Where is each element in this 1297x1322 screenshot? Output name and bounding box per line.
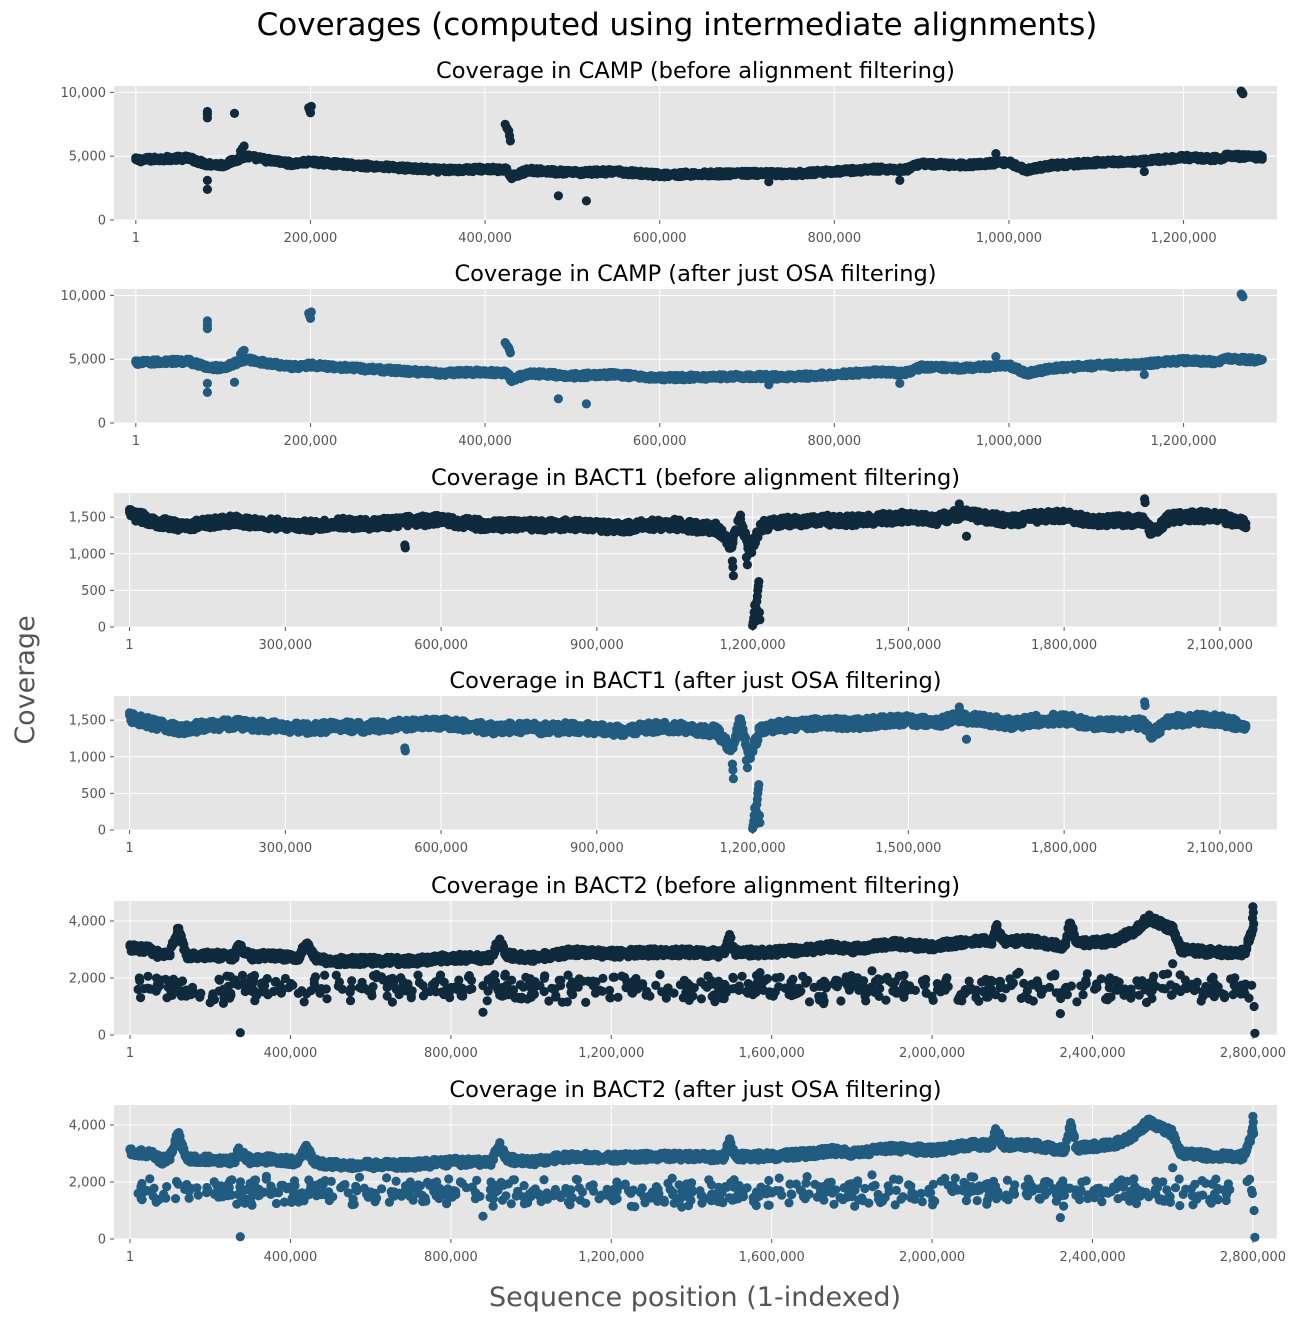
x-tick-label: 400,000 bbox=[458, 434, 512, 449]
x-tick-label: 400,000 bbox=[458, 231, 512, 246]
x-tick-label: 1 bbox=[125, 638, 133, 653]
x-tick-label: 200,000 bbox=[284, 231, 338, 246]
tick-labels: 1 200,000 400,000 600,000 800,000 1,000,000 1,… bbox=[61, 86, 1217, 246]
y-axis-label: Coverage bbox=[10, 615, 41, 744]
y-tick-label: 1,500 bbox=[69, 511, 106, 526]
subplots: Coverage in CAMP (before alignment filte… bbox=[61, 58, 1287, 1265]
outlier-point bbox=[202, 175, 212, 185]
x-tick-label: 1,800,000 bbox=[1031, 638, 1097, 653]
gridlines bbox=[114, 86, 1277, 221]
subplot-2: Coverage in CAMP (after just OSA filteri… bbox=[61, 261, 1277, 449]
outlier-point bbox=[581, 196, 592, 206]
outlier-point bbox=[202, 113, 212, 123]
outlier-point bbox=[239, 141, 249, 151]
y-tick-label: 10,000 bbox=[61, 86, 107, 101]
y-tick-label: 0 bbox=[98, 621, 106, 636]
outlier-point bbox=[991, 149, 1001, 159]
outlier-point bbox=[991, 352, 1001, 362]
x-tick-label: 1,200,000 bbox=[1150, 231, 1216, 246]
outlier-point bbox=[581, 399, 592, 409]
y-tick-label: 500 bbox=[81, 584, 106, 599]
x-tick-label: 1,200,000 bbox=[1150, 434, 1216, 449]
outlier-point bbox=[764, 380, 774, 390]
x-tick-label: 800,000 bbox=[807, 231, 861, 246]
y-tick-label: 0 bbox=[98, 214, 106, 229]
y-tick-label: 5,000 bbox=[69, 353, 106, 368]
x-tick-label: 1,000,000 bbox=[976, 434, 1042, 449]
outlier-point bbox=[895, 175, 905, 185]
plot-area bbox=[114, 289, 1277, 423]
x-tick-label: 1 bbox=[132, 434, 140, 449]
subplot-3: Coverage in BACT1 (before alignment filt… bbox=[69, 465, 1277, 653]
x-tick-label: 300,000 bbox=[258, 638, 312, 653]
subplot-title: Coverage in BACT1 (before alignment filt… bbox=[431, 465, 960, 491]
coverage-point bbox=[735, 510, 746, 520]
x-tick-label: 1,200,000 bbox=[720, 638, 786, 653]
outlier-point bbox=[229, 377, 240, 387]
coverage-point bbox=[1257, 151, 1267, 161]
x-tick-label: 900,000 bbox=[570, 638, 624, 653]
x-tick-label: 600,000 bbox=[414, 638, 468, 653]
x-tick-label: 600,000 bbox=[633, 434, 687, 449]
outlier-point bbox=[553, 394, 564, 404]
y-tick-label: 5,000 bbox=[69, 150, 106, 165]
outlier-point bbox=[1139, 369, 1149, 380]
outlier-point bbox=[239, 345, 249, 355]
plot-area bbox=[114, 86, 1277, 220]
subplot-title: Coverage in CAMP (before alignment filte… bbox=[436, 58, 955, 84]
y-tick-label: 0 bbox=[98, 417, 106, 432]
x-axis-label: Sequence position (1-indexed) bbox=[489, 1282, 901, 1313]
x-tick-label: 1,500,000 bbox=[875, 638, 941, 653]
outlier-point bbox=[202, 378, 212, 388]
outlier-point bbox=[553, 191, 564, 201]
outlier-point bbox=[895, 378, 905, 388]
outlier-point bbox=[505, 348, 515, 358]
y-tick-label: 10,000 bbox=[61, 289, 107, 304]
x-tick-label: 2,100,000 bbox=[1187, 638, 1253, 653]
outlier-point bbox=[764, 177, 774, 187]
outlier-point bbox=[306, 101, 316, 111]
outlier-point bbox=[202, 184, 212, 194]
outlier-point bbox=[1238, 292, 1248, 302]
coverage-point bbox=[1257, 355, 1267, 365]
x-tick-label: 200,000 bbox=[284, 434, 338, 449]
outlier-point bbox=[306, 307, 316, 317]
y-tick-label: 1,000 bbox=[69, 547, 106, 562]
x-tick-label: 600,000 bbox=[633, 231, 687, 246]
outlier-point bbox=[202, 324, 212, 334]
outlier-point bbox=[229, 108, 240, 118]
figure-title: Coverages (computed using intermediate a… bbox=[257, 7, 1098, 43]
data-points bbox=[131, 86, 1267, 206]
x-tick-label: 1 bbox=[132, 231, 140, 246]
subplot-1: Coverage in CAMP (before alignment filte… bbox=[61, 58, 1277, 246]
outlier-point bbox=[1238, 89, 1248, 99]
x-tick-label: 1,000,000 bbox=[976, 231, 1042, 246]
subplot-title: Coverage in CAMP (after just OSA filteri… bbox=[454, 261, 936, 287]
outlier-point bbox=[505, 136, 515, 146]
outlier-point bbox=[202, 387, 212, 397]
x-tick-label: 800,000 bbox=[807, 434, 861, 449]
outlier-point bbox=[1139, 166, 1149, 177]
